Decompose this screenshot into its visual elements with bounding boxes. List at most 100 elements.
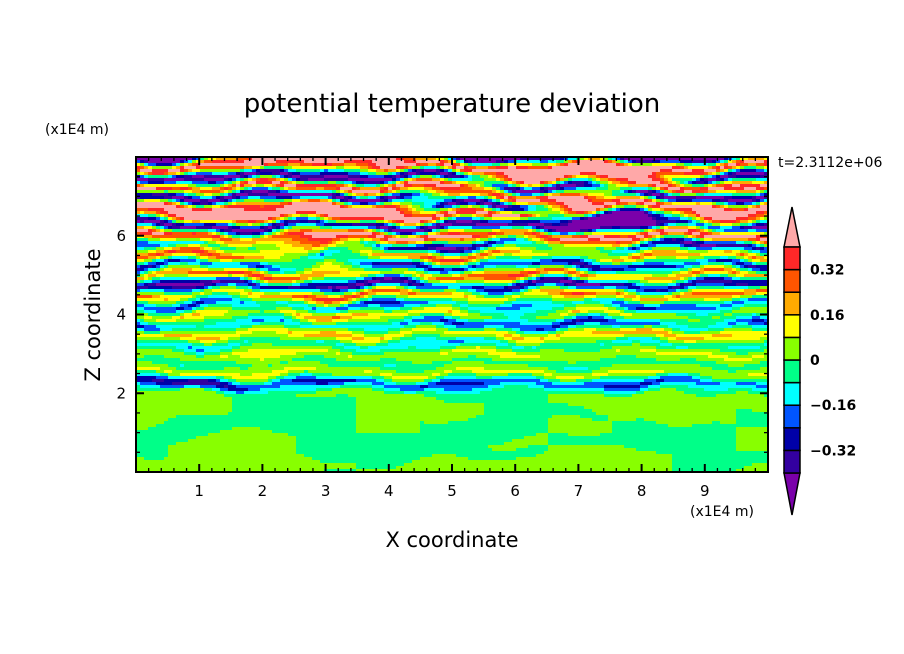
field-cell — [192, 307, 196, 311]
field-cell — [296, 352, 336, 356]
field-cell — [164, 355, 196, 359]
field-cell — [592, 409, 736, 413]
field-cell — [376, 184, 380, 188]
field-cell — [380, 226, 388, 230]
field-cell — [760, 346, 768, 350]
field-cell — [720, 316, 736, 320]
field-cell — [304, 232, 372, 236]
field-cell — [352, 193, 356, 197]
field-cell — [340, 316, 352, 320]
field-cell — [440, 352, 448, 356]
field-cell — [424, 262, 428, 266]
field-cell — [368, 298, 372, 302]
field-cell — [428, 271, 440, 275]
field-cell — [712, 421, 720, 425]
field-cell — [460, 160, 464, 164]
field-cell — [364, 289, 368, 293]
field-cell — [236, 157, 248, 161]
field-cell — [712, 202, 716, 206]
field-cell — [160, 199, 168, 203]
field-cell — [176, 202, 180, 206]
field-cell — [496, 172, 504, 176]
field-cell — [736, 448, 768, 452]
field-cell — [544, 223, 552, 227]
field-cell — [620, 187, 632, 191]
field-cell — [364, 337, 380, 341]
field-cell — [648, 175, 656, 179]
field-cell — [596, 211, 600, 215]
field-cell — [632, 262, 644, 266]
field-cell — [500, 238, 516, 242]
field-cell — [732, 262, 736, 266]
field-cell — [540, 232, 544, 236]
field-cell — [516, 202, 528, 206]
field-cell — [676, 289, 680, 293]
field-cell — [556, 199, 588, 203]
field-cell — [324, 175, 348, 179]
field-cell — [756, 247, 760, 251]
field-cell — [456, 205, 460, 209]
field-cell — [400, 172, 404, 176]
field-cell — [744, 256, 748, 260]
field-cell — [272, 265, 280, 269]
field-cell — [756, 187, 764, 191]
field-cell — [356, 301, 360, 305]
field-cell — [408, 241, 416, 245]
field-cell — [152, 226, 156, 230]
field-cell — [764, 211, 768, 215]
field-cell — [700, 319, 724, 323]
field-cell — [408, 283, 412, 287]
field-cell — [704, 172, 708, 176]
field-cell — [656, 217, 668, 221]
field-cell — [684, 262, 700, 266]
field-cell — [496, 247, 520, 251]
field-cell — [584, 322, 600, 326]
field-cell — [736, 391, 748, 395]
field-cell — [760, 286, 768, 290]
field-cell — [504, 181, 508, 185]
field-cell — [720, 160, 724, 164]
field-cell — [344, 205, 348, 209]
field-cell — [532, 163, 548, 167]
field-cell — [296, 316, 304, 320]
x-tick-label: 5 — [447, 482, 457, 500]
field-cell — [284, 253, 308, 257]
field-cell — [372, 298, 396, 302]
field-cell — [612, 268, 624, 272]
field-cell — [764, 322, 768, 326]
field-cell — [240, 337, 280, 341]
field-cell — [540, 337, 544, 341]
field-cell — [412, 175, 416, 179]
field-cell — [356, 196, 360, 200]
field-cell — [496, 241, 504, 245]
field-cell — [608, 184, 616, 188]
field-cell — [200, 253, 208, 257]
field-cell — [280, 214, 284, 218]
field-cell — [748, 298, 768, 302]
field-cell — [580, 235, 588, 239]
field-cell — [192, 250, 204, 254]
field-cell — [564, 211, 568, 215]
field-cell — [696, 340, 764, 344]
field-cell — [548, 181, 552, 185]
field-cell — [756, 223, 764, 227]
field-cell — [580, 256, 588, 260]
field-cell — [736, 352, 748, 356]
field-cell — [428, 280, 440, 284]
field-cell — [428, 247, 436, 251]
field-cell — [280, 361, 288, 365]
field-cell — [240, 232, 252, 236]
field-cell — [232, 226, 240, 230]
field-cell — [436, 172, 440, 176]
field-cell — [536, 232, 540, 236]
field-cell — [444, 175, 448, 179]
field-cell — [756, 229, 768, 233]
field-cell — [200, 262, 212, 266]
field-cell — [284, 214, 288, 218]
field-cell — [524, 238, 528, 242]
field-cell — [404, 334, 412, 338]
field-cell — [512, 292, 520, 296]
field-cell — [756, 196, 764, 200]
field-cell — [232, 199, 236, 203]
field-cell — [424, 268, 428, 272]
